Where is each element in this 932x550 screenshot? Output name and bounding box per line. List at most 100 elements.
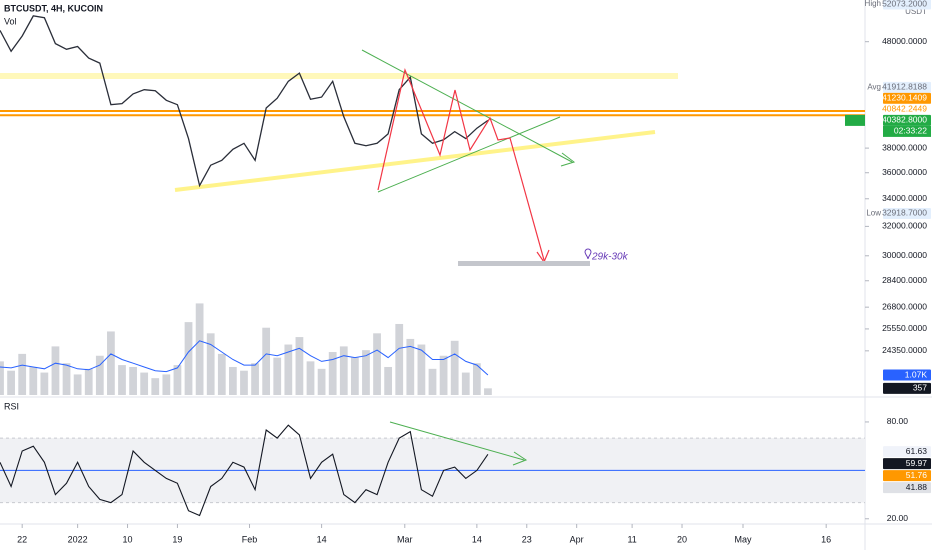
y-tick-label: 26800.0000	[882, 301, 927, 311]
y-tick-label: 28400.0000	[882, 275, 927, 285]
x-tick-label: 22	[17, 534, 27, 544]
x-tick-label: 19	[172, 534, 182, 544]
y-tick-label: 80.00	[887, 416, 909, 426]
volume-bar	[7, 370, 15, 395]
volume-bar	[362, 350, 370, 395]
y-tick-label: 24350.0000	[882, 345, 927, 355]
volume-label-box	[883, 369, 931, 381]
y-tick-label: 20.00	[887, 513, 909, 523]
volume-bar	[151, 378, 160, 395]
volume-bar	[439, 355, 448, 395]
volume-label-text: 1.07K	[905, 369, 928, 379]
price-label-name: BTCUSDT	[824, 116, 862, 125]
volume-bar	[395, 323, 404, 395]
projection-path	[377, 68, 545, 261]
volume-bar	[328, 352, 337, 395]
volume-bar	[484, 388, 492, 395]
countdown: 02:33:22	[894, 126, 927, 136]
volume-bar	[350, 357, 359, 395]
volume-bar	[162, 374, 171, 395]
y-tick-label: 34000.0000	[882, 193, 927, 203]
price-label-text: 52073.2000	[882, 0, 927, 8]
price-label-name: Avg	[867, 83, 881, 92]
name-box	[845, 114, 865, 126]
x-tick-label: 10	[123, 534, 133, 544]
volume-bar	[339, 346, 348, 395]
price-label-box	[883, 207, 931, 219]
x-tick-label: May	[735, 534, 753, 544]
y-tick-label: 48000.0000	[882, 36, 927, 46]
volume-bar	[450, 340, 459, 395]
volume-bar	[217, 353, 226, 395]
support-trendline	[174, 130, 656, 192]
x-tick-label: 23	[522, 534, 532, 544]
rsi-line	[0, 424, 489, 517]
price-label-name: High	[865, 0, 881, 8]
volume-bar	[62, 363, 71, 395]
price-label-text: 41912.8188	[882, 82, 927, 92]
volume-bar	[461, 372, 470, 395]
rsi-label-text: 51.76	[906, 470, 928, 480]
rsi-label-box	[883, 470, 931, 482]
volume-bar	[229, 366, 237, 395]
drawings	[361, 49, 592, 466]
rsi-label-box	[883, 458, 931, 470]
volume-bar	[140, 372, 149, 395]
rsi-title: RSI	[4, 401, 19, 411]
symbol-title: BTCUSDT, 4H, KUCOIN	[4, 3, 103, 13]
x-tick-label: 14	[472, 534, 482, 544]
trend-line	[361, 49, 573, 163]
price-label-box	[883, 103, 931, 115]
price-label-name: Low	[866, 209, 881, 218]
volume-bar	[306, 361, 315, 395]
rsi-trend-line	[389, 421, 525, 461]
volume-bar	[428, 368, 437, 395]
volume-bar	[118, 365, 126, 395]
x-tick-label: 2022	[68, 534, 88, 544]
volume-bar	[417, 344, 426, 395]
price-label-box	[883, 114, 931, 126]
price-label-box	[883, 0, 931, 10]
x-tick-label: 16	[821, 534, 831, 544]
rsi-label-box	[883, 446, 931, 458]
rsi-label-text: 59.97	[906, 458, 928, 468]
volume-bar	[40, 372, 49, 395]
volume-bar	[95, 355, 104, 395]
currency: USDT	[905, 7, 927, 16]
volume-bar	[51, 346, 60, 395]
volume-bar	[273, 357, 282, 395]
price-label-box	[883, 81, 931, 93]
main-pane	[0, 15, 865, 517]
volume-bar	[18, 353, 27, 395]
y-tick-label: 30000.0000	[882, 250, 927, 260]
price-line	[0, 15, 489, 188]
volume-bar	[295, 337, 304, 395]
y-tick-label: 32000.0000	[882, 221, 927, 231]
price-label-text: 40842.2449	[882, 104, 927, 114]
rsi-label-text: 41.88	[906, 482, 928, 492]
volume-bar	[195, 303, 204, 395]
rsi-label-box	[883, 482, 931, 494]
volume-bar	[240, 370, 248, 395]
drawings-under	[0, 73, 678, 192]
rsi-label-text: 61.63	[906, 446, 928, 456]
volume-bar	[107, 331, 115, 395]
x-tick-label: 14	[317, 534, 327, 544]
volume-bar	[251, 363, 259, 395]
x-tick-label: 20	[677, 534, 687, 544]
volume-ma	[0, 340, 489, 376]
x-tick-label: 11	[627, 534, 636, 544]
price-label-text: 41230.1409	[882, 93, 927, 103]
y-tick-label: 36000.0000	[882, 167, 927, 177]
arrow-head	[512, 451, 528, 466]
volume-label-box	[883, 382, 931, 394]
price-label-text: 32918.7000	[882, 208, 927, 218]
volume-bar	[206, 333, 215, 395]
arrow-head	[560, 152, 576, 167]
y-tick-label: 38000.0000	[882, 142, 927, 152]
volume-bar	[262, 327, 271, 395]
price-label-box	[883, 92, 931, 104]
volume-bar	[373, 333, 381, 395]
resistance-zone	[0, 73, 678, 79]
